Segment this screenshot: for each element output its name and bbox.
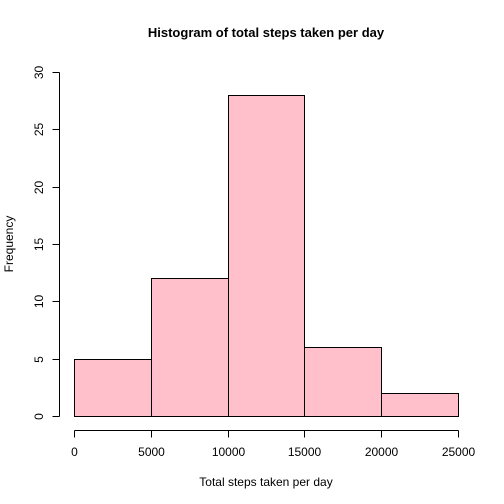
y-tick-label: 30 <box>32 66 46 80</box>
histogram-bar-2 <box>228 95 305 417</box>
x-tick-label: 5000 <box>138 445 165 459</box>
x-tick-label: 15000 <box>288 445 322 459</box>
y-tick-label: 15 <box>32 238 46 252</box>
x-tick-label: 10000 <box>212 445 246 459</box>
x-axis: 0 5000 10000 15000 20000 25000 <box>71 430 476 459</box>
x-tick-label: 25000 <box>442 445 476 459</box>
x-axis-label: Total steps taken per day <box>199 475 332 489</box>
y-tick-label: 0 <box>32 413 46 420</box>
chart-title: Histogram of total steps taken per day <box>148 25 385 40</box>
y-tick-label: 5 <box>32 356 46 363</box>
histogram-bar-0 <box>74 359 152 417</box>
y-tick-label: 20 <box>32 181 46 195</box>
y-tick-label: 25 <box>32 123 46 137</box>
x-tick-label: 20000 <box>365 445 399 459</box>
x-tick-label: 0 <box>71 445 78 459</box>
y-axis-label: Frequency <box>2 216 16 273</box>
histogram-bar-3 <box>304 347 382 417</box>
histogram-bar-1 <box>151 278 229 417</box>
histogram-bar-4 <box>381 393 459 417</box>
y-tick-label: 10 <box>32 295 46 309</box>
bars-group <box>74 95 459 417</box>
y-axis: 0 5 10 15 20 25 30 <box>32 66 60 420</box>
